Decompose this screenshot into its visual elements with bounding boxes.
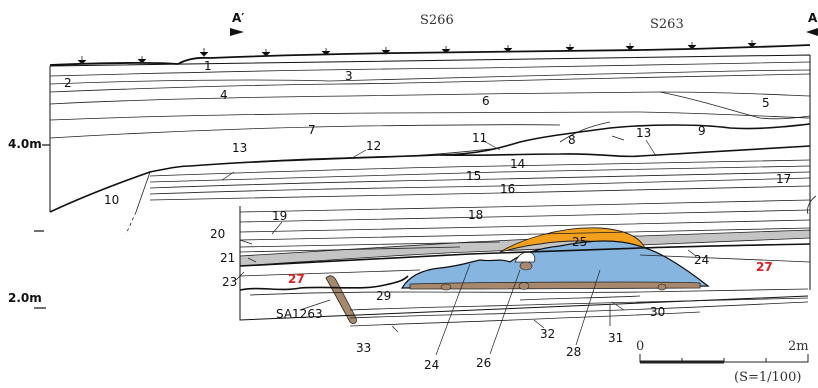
- layer-label: 24: [424, 358, 439, 372]
- layer-label: 5: [762, 96, 770, 110]
- layer-label: 32: [540, 327, 555, 341]
- layer-label: 9: [698, 124, 706, 138]
- layer-label: 31: [608, 331, 623, 345]
- layer-label: 3: [345, 69, 353, 83]
- layer-label: 27: [288, 272, 305, 286]
- log-knot: [657, 283, 667, 291]
- layer-label: 33: [356, 341, 371, 355]
- layer-27-dark-pit: [514, 251, 536, 263]
- layer-label: 30: [650, 305, 665, 319]
- leader-lines: [221, 135, 697, 356]
- feature-label-sa1263: SA1263: [276, 307, 323, 321]
- dashed-line: [125, 211, 137, 235]
- layer-label: 14: [510, 157, 525, 171]
- layer-label: 7: [308, 123, 316, 137]
- layer-label: 15: [466, 169, 481, 183]
- layer-label: 29: [376, 289, 391, 303]
- wood-beam: [409, 281, 701, 290]
- layer-label: 16: [500, 182, 515, 196]
- layer-label: 28: [566, 345, 581, 359]
- layer-label: 12: [366, 139, 381, 153]
- log-knot: [518, 282, 530, 290]
- layer-label: 6: [482, 94, 490, 108]
- layer-label: 2: [64, 76, 72, 90]
- layer-label: 13: [232, 141, 247, 155]
- log-knot: [440, 283, 452, 291]
- layer-label: 19: [272, 209, 287, 223]
- scale-max: 2m: [788, 339, 809, 354]
- grid-label-left: S266: [420, 13, 454, 28]
- layer-label: 13: [636, 126, 651, 140]
- scale-zero: 0: [636, 339, 644, 354]
- grid-label-right: S263: [650, 17, 684, 32]
- elevation-label-lower: 2.0m: [8, 291, 42, 305]
- layer-label: 4: [220, 88, 228, 102]
- section-marker-right: A: [808, 11, 818, 25]
- elevation-label-upper: 4.0m: [8, 137, 42, 151]
- boundary-lines: [49, 123, 811, 291]
- layer-label: 25: [572, 235, 587, 249]
- section-outline: [49, 54, 811, 321]
- layer-label: 26: [476, 356, 491, 370]
- layer-label: 17: [776, 172, 791, 186]
- scale-ratio: (S=1/100): [734, 370, 801, 385]
- ground-surface: [49, 44, 811, 66]
- layer-label: 21: [220, 251, 235, 265]
- layer-blue-fill: [400, 240, 710, 289]
- layer-label: 24: [694, 253, 709, 267]
- layer-label: 20: [210, 227, 225, 241]
- section-arrow-right-icon: [806, 28, 818, 36]
- layer-label: 1: [204, 59, 212, 73]
- layer-label: 23: [222, 275, 237, 289]
- section-arrow-left-icon: [230, 28, 244, 36]
- pebble: [519, 261, 533, 271]
- layer-lines: [49, 61, 817, 327]
- section-marker-left: A′: [232, 11, 244, 25]
- layer-label: 18: [468, 208, 483, 222]
- scale-bar: [639, 354, 809, 364]
- layer-label: 8: [568, 133, 576, 147]
- layer-label: 27: [756, 260, 773, 274]
- layer-label: 10: [104, 193, 119, 207]
- layer-label: 11: [472, 131, 487, 145]
- surface-ticks: [77, 40, 757, 65]
